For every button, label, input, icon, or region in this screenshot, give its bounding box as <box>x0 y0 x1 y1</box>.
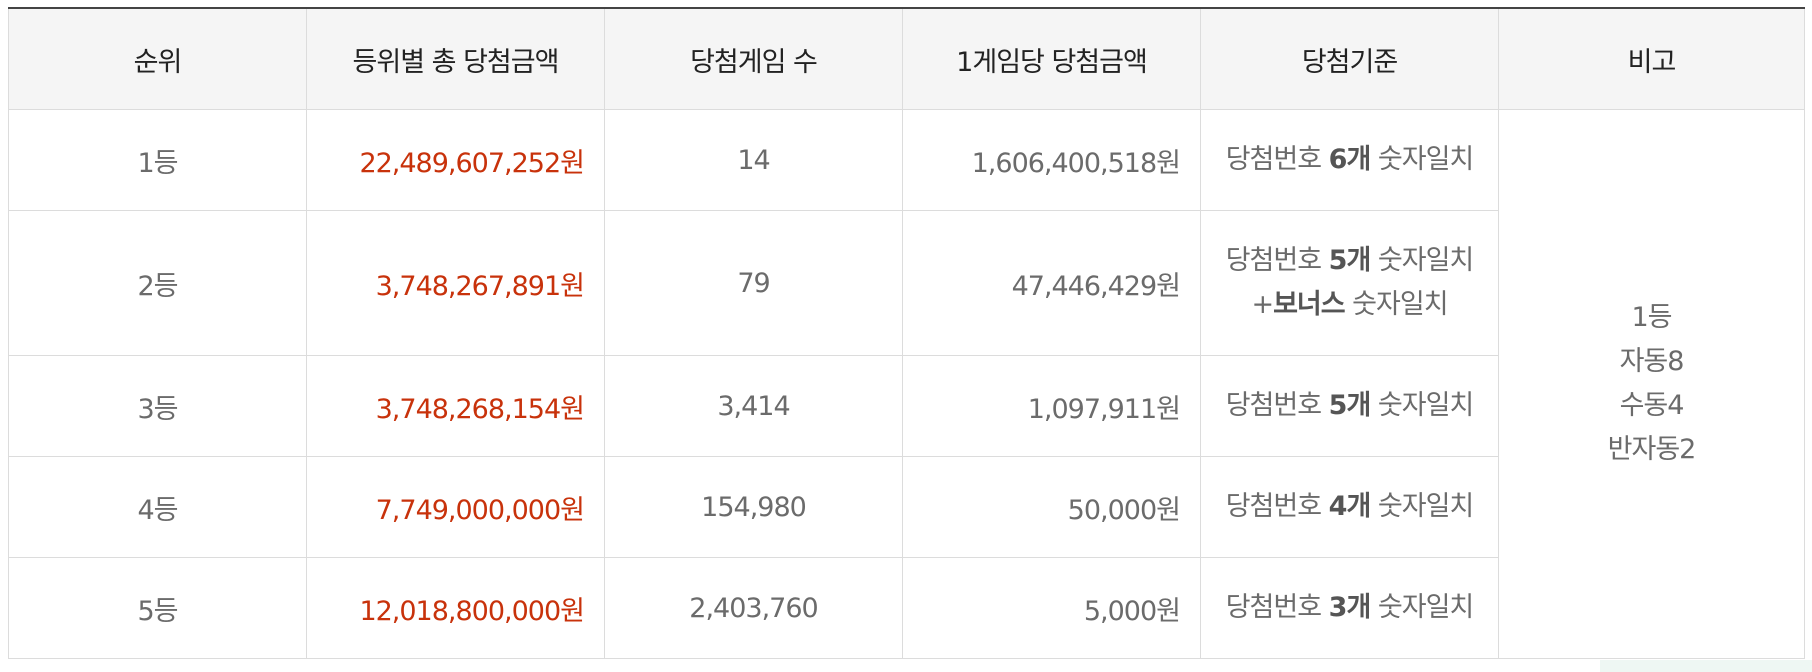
criteria-suffix: 숫자일치 <box>1370 491 1474 522</box>
table-row: 5등 12,018,800,000원 2,403,760 5,000원 당첨번호… <box>8 557 1805 659</box>
total-amount-cell: 7,749,000,000원 <box>306 456 605 558</box>
note-cell: 1등 자동8 수동4 반자동2 <box>1498 109 1805 659</box>
criteria-suffix: 숫자일치 <box>1370 245 1474 276</box>
note-line: 반자동2 <box>1607 434 1697 465</box>
criteria-prefix: 당첨번호 <box>1225 144 1329 175</box>
per-game-amount-cell: 1,097,911원 <box>902 355 1201 457</box>
rank-cell: 4등 <box>8 456 307 558</box>
winning-games-cell: 2,403,760 <box>604 557 903 659</box>
criteria-bonus: 보너스 <box>1273 289 1346 320</box>
rank-cell: 5등 <box>8 557 307 659</box>
criteria-count: 5개 <box>1328 245 1372 276</box>
criteria-prefix: 당첨번호 <box>1225 491 1329 522</box>
criteria-count: 4개 <box>1328 491 1372 522</box>
criteria-count: 3개 <box>1328 592 1372 623</box>
note-line: 수동4 <box>1619 390 1685 421</box>
per-game-amount-cell: 50,000원 <box>902 456 1201 558</box>
criteria-cell: 당첨번호 6개 숫자일치 <box>1200 109 1499 211</box>
criteria-suffix: 숫자일치 <box>1370 592 1474 623</box>
rank-cell: 1등 <box>8 109 307 211</box>
header-total-amount: 등위별 총 당첨금액 <box>306 7 605 110</box>
criteria-cell: 당첨번호 5개 숫자일치 <box>1200 355 1499 457</box>
total-amount-cell: 22,489,607,252원 <box>306 109 605 211</box>
criteria-cell: 당첨번호 5개 숫자일치 +보너스 숫자일치 <box>1200 210 1499 356</box>
table-row: 3등 3,748,268,154원 3,414 1,097,911원 당첨번호 … <box>8 355 1805 457</box>
criteria-prefix: 당첨번호 <box>1225 592 1329 623</box>
winning-games-cell: 14 <box>604 109 903 211</box>
prize-table-container: 순위 등위별 총 당첨금액 당첨게임 수 1게임당 당첨금액 당첨기준 비고 1… <box>8 7 1805 659</box>
background-corner <box>1600 660 1812 672</box>
criteria-suffix: 숫자일치 <box>1370 390 1474 421</box>
criteria-prefix: 당첨번호 <box>1225 390 1329 421</box>
header-per-game-amount: 1게임당 당첨금액 <box>902 7 1201 110</box>
winning-games-cell: 3,414 <box>604 355 903 457</box>
prize-table: 순위 등위별 총 당첨금액 당첨게임 수 1게임당 당첨금액 당첨기준 비고 1… <box>8 7 1805 659</box>
header-criteria: 당첨기준 <box>1200 7 1499 110</box>
total-amount-cell: 12,018,800,000원 <box>306 557 605 659</box>
total-amount-cell: 3,748,268,154원 <box>306 355 605 457</box>
total-amount-cell: 3,748,267,891원 <box>306 210 605 356</box>
per-game-amount-cell: 47,446,429원 <box>902 210 1201 356</box>
criteria-line2-prefix: + <box>1251 289 1274 320</box>
per-game-amount-cell: 1,606,400,518원 <box>902 109 1201 211</box>
per-game-amount-cell: 5,000원 <box>902 557 1201 659</box>
header-winning-games: 당첨게임 수 <box>604 7 903 110</box>
note-line: 1등 <box>1631 302 1672 333</box>
criteria-prefix: 당첨번호 <box>1225 245 1329 276</box>
note-line: 자동8 <box>1619 346 1685 377</box>
rank-cell: 3등 <box>8 355 307 457</box>
criteria-count: 5개 <box>1328 390 1372 421</box>
table-row: 1등 22,489,607,252원 14 1,606,400,518원 당첨번… <box>8 109 1805 659</box>
winning-games-cell: 79 <box>604 210 903 356</box>
header-note: 비고 <box>1498 7 1805 110</box>
rank-cell: 2등 <box>8 210 307 356</box>
criteria-count: 6개 <box>1328 144 1372 175</box>
winning-games-cell: 154,980 <box>604 456 903 558</box>
criteria-line2-suffix: 숫자일치 <box>1344 289 1448 320</box>
header-rank: 순위 <box>8 7 307 110</box>
header-row: 순위 등위별 총 당첨금액 당첨게임 수 1게임당 당첨금액 당첨기준 비고 <box>8 7 1805 110</box>
criteria-cell: 당첨번호 3개 숫자일치 <box>1200 557 1499 659</box>
criteria-cell: 당첨번호 4개 숫자일치 <box>1200 456 1499 558</box>
criteria-suffix: 숫자일치 <box>1370 144 1474 175</box>
